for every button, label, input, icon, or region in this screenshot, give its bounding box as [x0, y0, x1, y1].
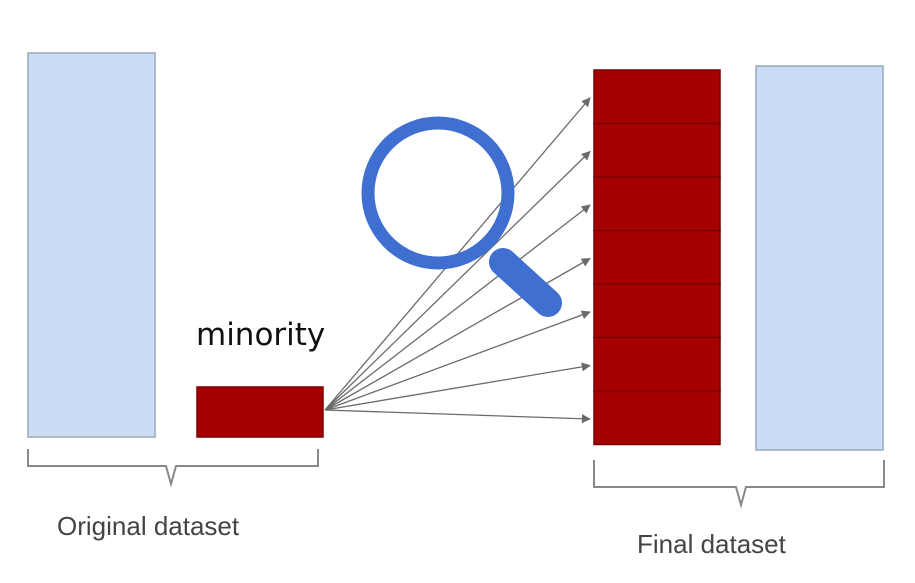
magnifying-glass-icon — [361, 116, 562, 317]
final-majority-block — [755, 65, 884, 451]
original-dataset-brace — [27, 449, 319, 488]
final-minority-block — [593, 176, 721, 232]
original-majority-block — [27, 52, 156, 438]
final-minority-block — [593, 283, 721, 339]
original-dataset-label: Original dataset — [57, 511, 240, 541]
final-minority-block — [593, 69, 721, 125]
replication-arrows — [324, 97, 591, 424]
final-minority-block — [593, 229, 721, 285]
final-dataset-label: Final dataset — [637, 529, 787, 559]
final-minority-block — [593, 122, 721, 178]
replication-arrow — [324, 409, 591, 424]
replication-arrow — [324, 150, 591, 411]
original-minority-block — [196, 386, 324, 438]
replication-arrow — [324, 310, 591, 411]
replication-arrow — [324, 362, 591, 411]
final-minority-block — [593, 336, 721, 392]
final-minority-blocks — [593, 69, 721, 446]
final-minority-block — [593, 390, 721, 446]
replication-arrow — [324, 204, 591, 411]
minority-label: minority — [196, 317, 325, 353]
final-dataset-brace — [593, 460, 885, 509]
